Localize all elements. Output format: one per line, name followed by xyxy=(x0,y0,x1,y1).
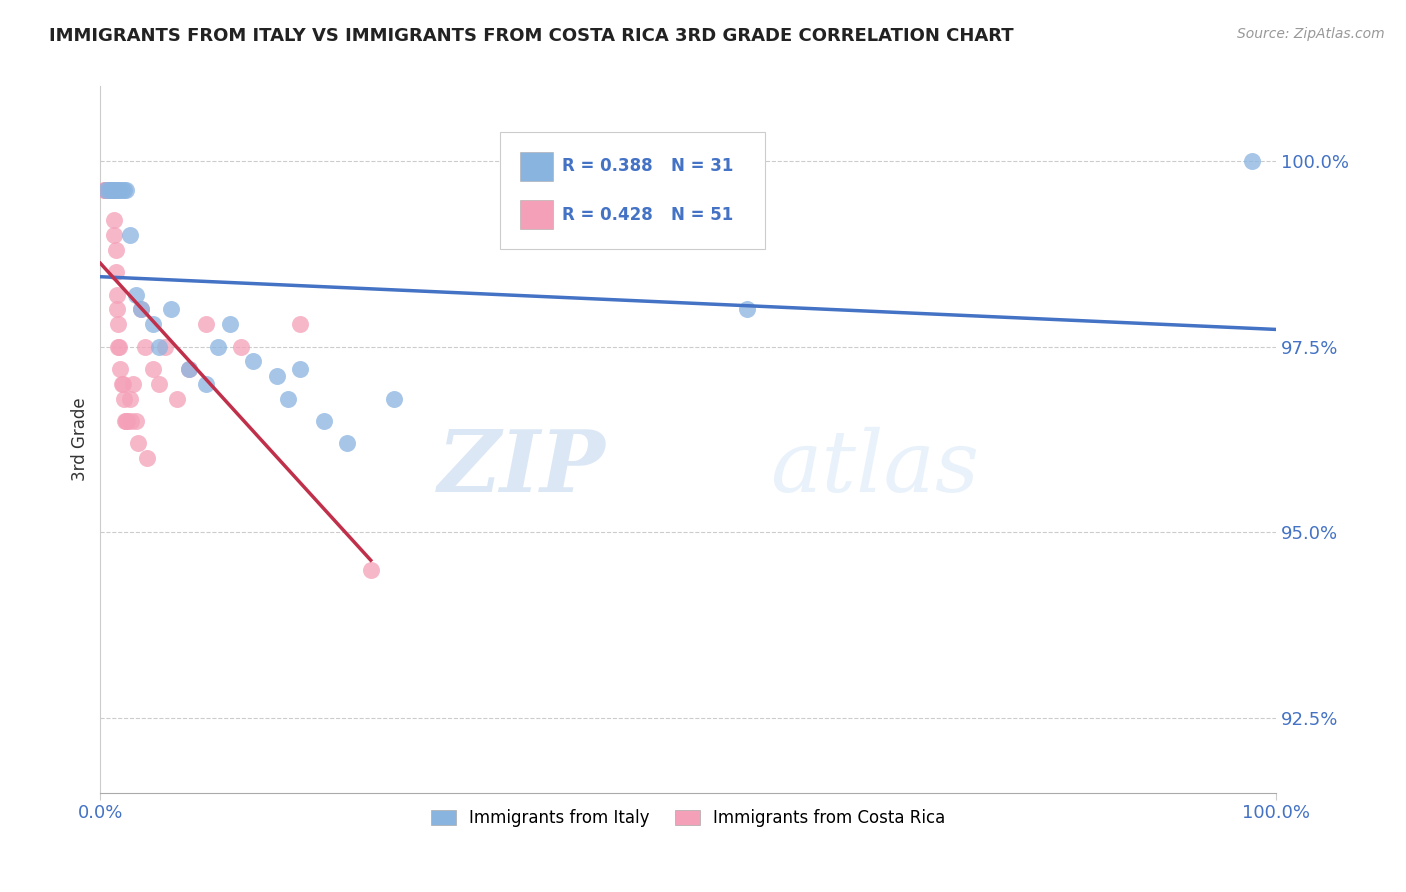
Point xyxy=(103,228,125,243)
Text: N = 31: N = 31 xyxy=(671,158,733,176)
Point xyxy=(103,213,125,227)
Point xyxy=(98,184,121,198)
Point xyxy=(277,392,299,406)
Point xyxy=(166,392,188,406)
Point xyxy=(103,184,125,198)
Point xyxy=(101,184,124,198)
Text: R = 0.388: R = 0.388 xyxy=(562,158,652,176)
Point xyxy=(105,287,128,301)
Point xyxy=(96,184,118,198)
Point xyxy=(110,362,132,376)
Point xyxy=(148,340,170,354)
Point xyxy=(93,184,115,198)
Text: R = 0.428: R = 0.428 xyxy=(562,206,654,224)
Point xyxy=(107,340,129,354)
Point xyxy=(110,376,132,391)
FancyBboxPatch shape xyxy=(520,152,553,181)
Text: atlas: atlas xyxy=(770,426,980,509)
Point xyxy=(115,414,138,428)
Point xyxy=(153,340,176,354)
Point xyxy=(115,184,138,198)
Point xyxy=(96,184,118,198)
Point xyxy=(231,340,253,354)
FancyBboxPatch shape xyxy=(520,200,553,229)
Point xyxy=(127,436,149,450)
Point xyxy=(101,184,124,198)
Point xyxy=(382,392,405,406)
Point xyxy=(336,436,359,450)
Point xyxy=(207,340,229,354)
Text: N = 51: N = 51 xyxy=(671,206,733,224)
Point xyxy=(218,318,240,332)
Point xyxy=(195,318,218,332)
Point xyxy=(160,302,183,317)
Point xyxy=(112,184,135,198)
Legend: Immigrants from Italy, Immigrants from Costa Rica: Immigrants from Italy, Immigrants from C… xyxy=(425,803,952,834)
Point xyxy=(242,354,264,368)
Point xyxy=(101,184,124,198)
Text: ZIP: ZIP xyxy=(439,426,606,509)
Y-axis label: 3rd Grade: 3rd Grade xyxy=(72,398,89,482)
Point xyxy=(131,302,153,317)
Point xyxy=(124,414,146,428)
Point xyxy=(118,392,141,406)
Point xyxy=(107,318,129,332)
Point xyxy=(94,184,117,198)
Text: Source: ZipAtlas.com: Source: ZipAtlas.com xyxy=(1237,27,1385,41)
Point xyxy=(360,563,382,577)
Point xyxy=(131,302,153,317)
Point xyxy=(195,376,218,391)
Point xyxy=(312,414,335,428)
Point xyxy=(97,184,120,198)
Point xyxy=(735,302,758,317)
Point xyxy=(104,243,127,257)
Point xyxy=(148,376,170,391)
Point xyxy=(107,184,129,198)
Point xyxy=(120,414,142,428)
Point xyxy=(104,265,127,279)
Point xyxy=(103,184,125,198)
Point xyxy=(122,376,145,391)
Point xyxy=(117,414,139,428)
Point xyxy=(177,362,200,376)
Point xyxy=(100,184,122,198)
Point xyxy=(134,340,156,354)
Point xyxy=(136,451,159,466)
Point xyxy=(112,392,135,406)
Point xyxy=(105,302,128,317)
Point xyxy=(266,369,288,384)
Point xyxy=(110,184,132,198)
Point xyxy=(103,184,125,198)
Point xyxy=(142,318,165,332)
Point xyxy=(124,287,146,301)
Point xyxy=(108,340,131,354)
Point xyxy=(104,184,127,198)
Text: IMMIGRANTS FROM ITALY VS IMMIGRANTS FROM COSTA RICA 3RD GRADE CORRELATION CHART: IMMIGRANTS FROM ITALY VS IMMIGRANTS FROM… xyxy=(49,27,1014,45)
Point xyxy=(1241,153,1264,168)
Point xyxy=(118,228,141,243)
Point xyxy=(98,184,121,198)
Point xyxy=(97,184,120,198)
Point xyxy=(101,184,124,198)
Point xyxy=(111,376,134,391)
Point xyxy=(100,184,122,198)
Point xyxy=(100,184,122,198)
Point xyxy=(96,184,118,198)
Point xyxy=(108,184,131,198)
Point xyxy=(290,362,312,376)
Point xyxy=(114,414,136,428)
Point xyxy=(177,362,200,376)
Point xyxy=(97,184,120,198)
Point xyxy=(96,184,118,198)
Point xyxy=(101,184,124,198)
Point xyxy=(290,318,312,332)
Point xyxy=(142,362,165,376)
FancyBboxPatch shape xyxy=(501,132,765,249)
Point xyxy=(103,184,125,198)
Point xyxy=(96,184,118,198)
